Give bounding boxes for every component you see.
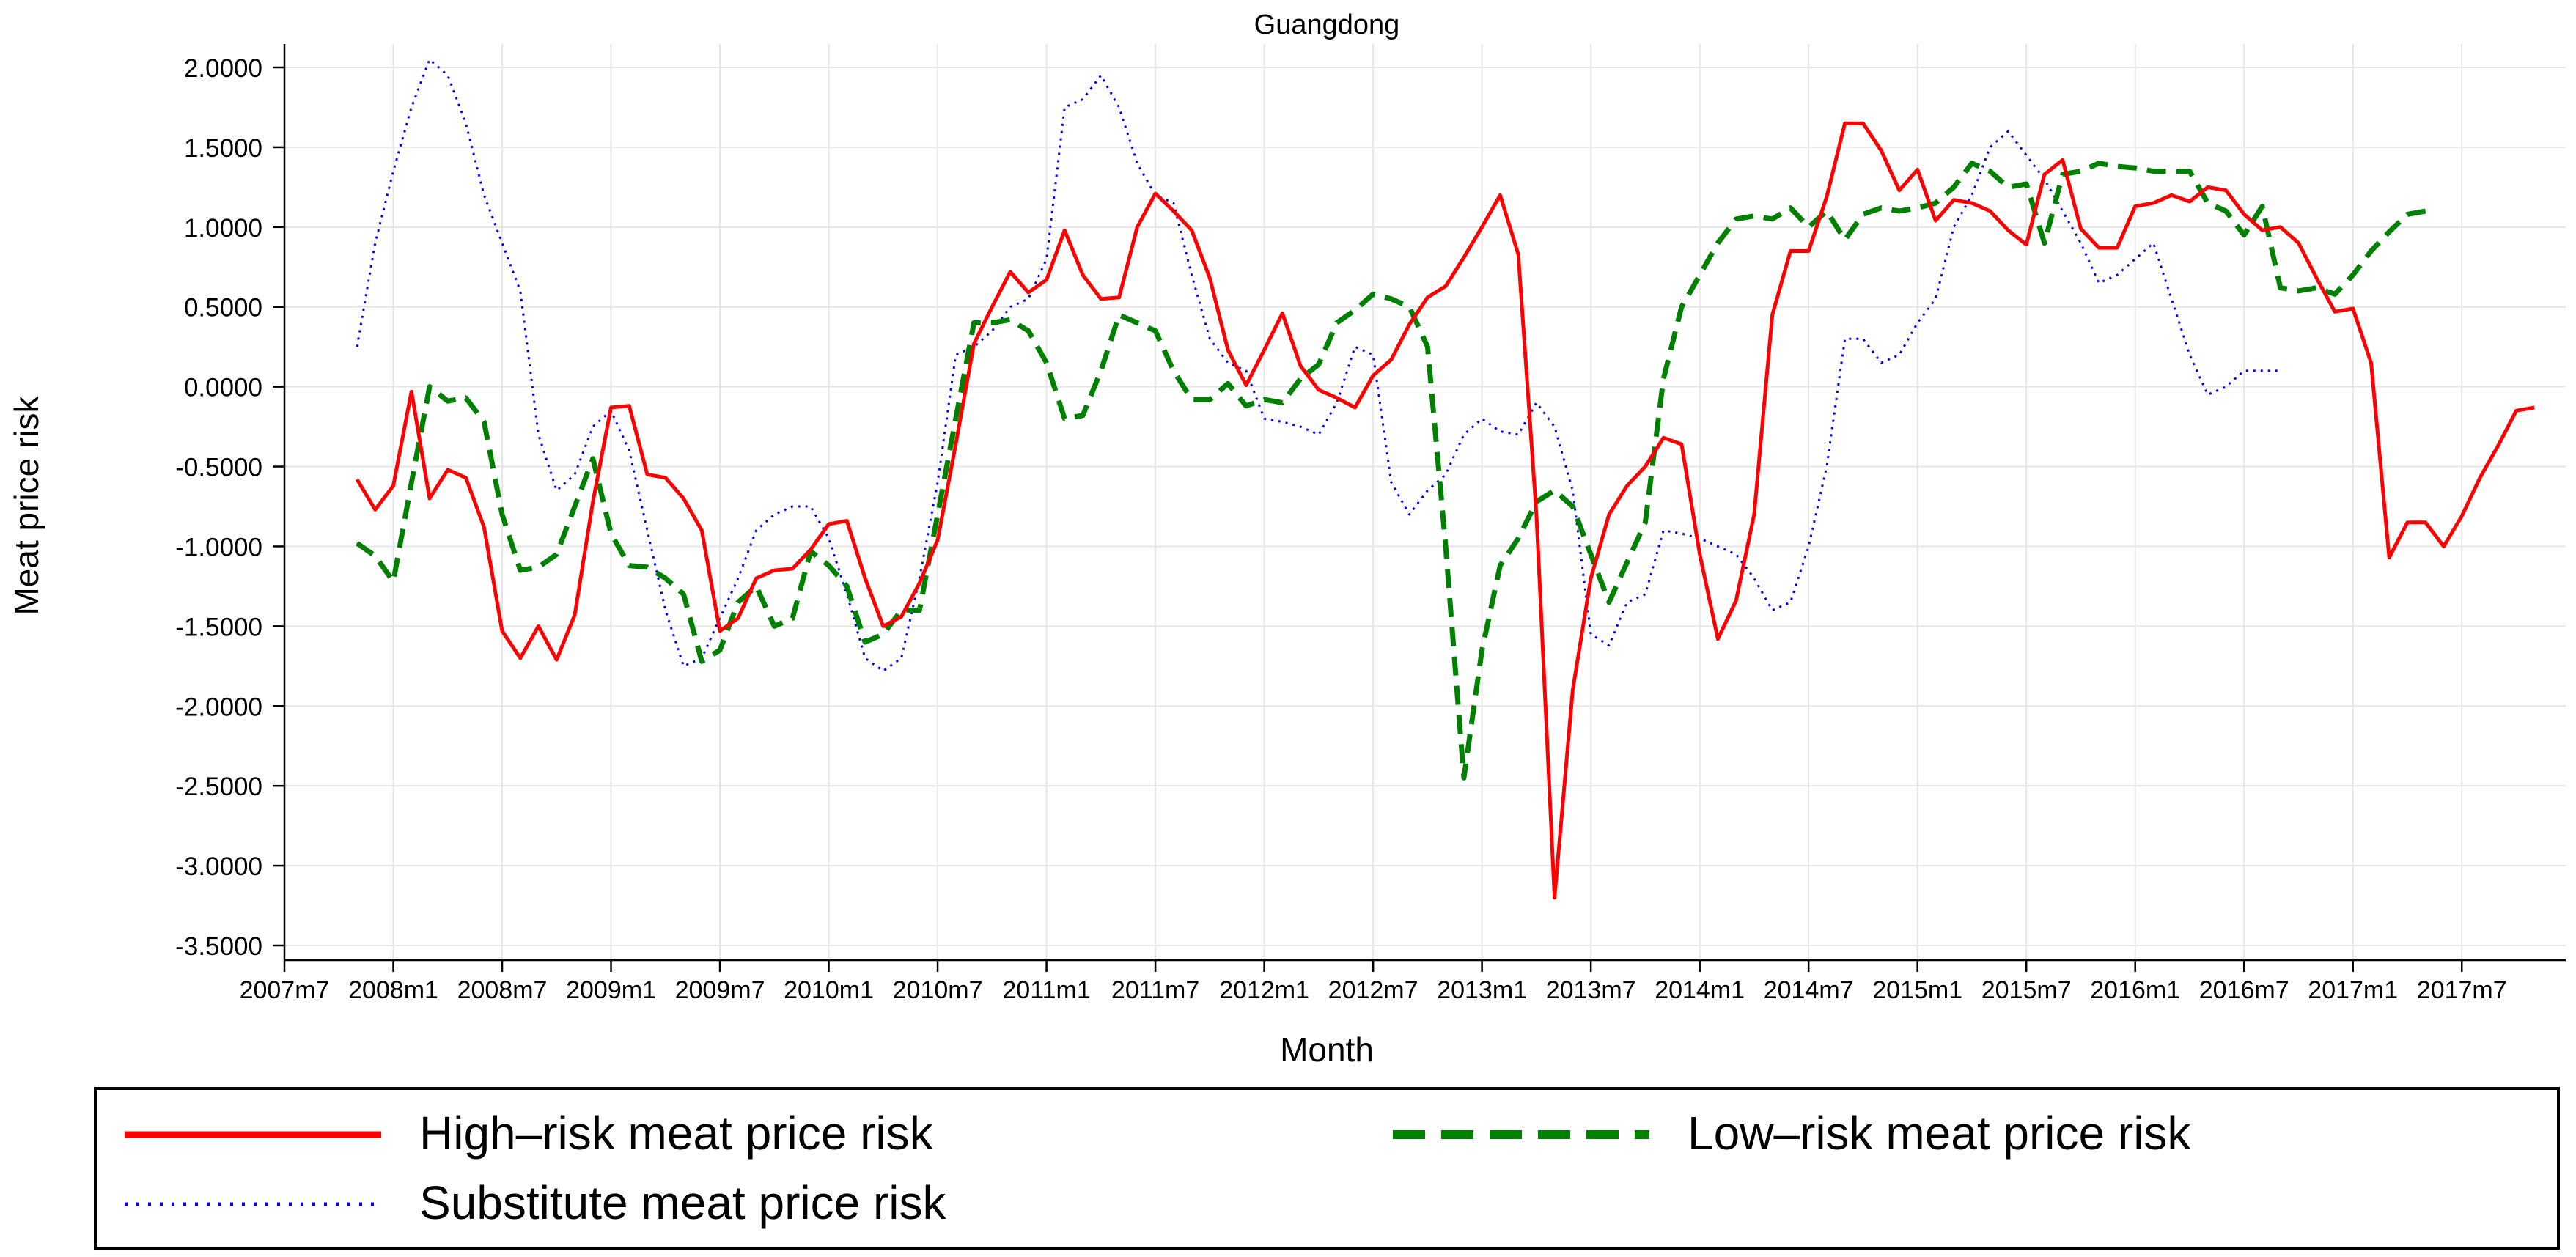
x-tick-label: 2009m7 <box>675 976 765 1004</box>
series-line-solid <box>355 121 2535 900</box>
x-tick-label: 2013m7 <box>1546 976 1636 1004</box>
x-tick-label: 2014m1 <box>1655 976 1745 1004</box>
x-tick-label: 2016m1 <box>2090 976 2180 1004</box>
series-line-dashed <box>355 161 2426 781</box>
x-tick-label: 2015m1 <box>1872 976 1962 1004</box>
y-tick-label: -0.5000 <box>175 454 262 482</box>
y-tick-label: -2.0000 <box>175 693 262 721</box>
x-tick-label: 2010m1 <box>784 976 874 1004</box>
x-tick-label: 2012m7 <box>1328 976 1418 1004</box>
x-tick-label: 2016m7 <box>2199 976 2289 1004</box>
x-tick-label: 2011m7 <box>1111 976 1199 1004</box>
chart-title: Guangdong <box>1254 10 1400 40</box>
x-tick-label: 2008m7 <box>457 976 548 1004</box>
x-tick-label: 2017m7 <box>2417 976 2507 1004</box>
legend: High–risk meat price risk Low–risk meat … <box>94 1087 2560 1250</box>
x-tick-label: 2011m1 <box>1002 976 1090 1004</box>
legend-label-low-risk: Low–risk meat price risk <box>1688 1107 2191 1160</box>
x-ticks: 2007m7 2008m1 2008m7 2009m1 2009m7 2010m1 2010… <box>240 960 2507 1004</box>
legend-label-substitute: Substitute meat price risk <box>419 1176 947 1229</box>
x-tick-label: 2012m1 <box>1219 976 1309 1004</box>
y-tick-label: -2.5000 <box>175 773 262 801</box>
y-tick-label: -1.0000 <box>175 533 262 561</box>
series <box>355 58 2535 900</box>
axes <box>283 44 2566 962</box>
grid <box>284 44 2566 960</box>
y-tick-label: 1.5000 <box>184 134 262 163</box>
y-tick-label: -3.5000 <box>175 932 262 961</box>
y-ticks: 2.0000 1.5000 1.0000 0.5000 0.0000 -0.5000 -1.… <box>175 54 284 961</box>
legend-label-high-risk: High–risk meat price risk <box>419 1107 934 1160</box>
legend-box <box>94 1087 2560 1250</box>
x-tick-label: 2014m7 <box>1764 976 1854 1004</box>
x-axis-label: Month <box>1280 1031 1374 1069</box>
y-axis-label: Meat price risk <box>7 395 45 615</box>
x-tick-label: 2008m1 <box>348 976 438 1004</box>
y-tick-label: -1.5000 <box>175 613 262 641</box>
y-tick-label: 2.0000 <box>184 54 262 83</box>
y-tick-label: 0.0000 <box>184 374 262 402</box>
x-tick-label: 2013m1 <box>1437 976 1527 1004</box>
y-tick-label: 1.0000 <box>184 214 262 243</box>
x-tick-label: 2007m7 <box>240 976 330 1004</box>
x-tick-label: 2015m7 <box>1981 976 2072 1004</box>
x-tick-label: 2017m1 <box>2308 976 2398 1004</box>
y-tick-label: -3.0000 <box>175 852 262 881</box>
y-tick-label: 0.5000 <box>184 294 262 322</box>
x-tick-label: 2009m1 <box>566 976 656 1004</box>
x-tick-label: 2010m7 <box>893 976 983 1004</box>
